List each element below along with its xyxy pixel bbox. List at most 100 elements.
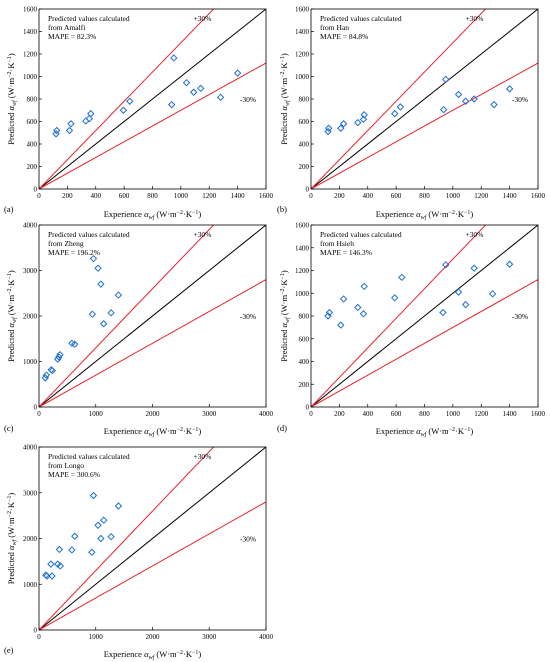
annotation-line: Predicted values calculated [48,230,130,239]
data-point [88,310,97,318]
x-tick-label: 800 [147,192,158,200]
annotation-line: from Amalfi [48,23,85,32]
plus-30-label: +30% [193,14,211,23]
panel-label: (a) [4,204,14,214]
x-tick-label: 1400 [231,192,246,200]
data-point [71,532,79,540]
panel-label: (d) [277,423,287,433]
data-point [119,106,128,114]
minus-30-line [311,279,538,407]
data-point [390,109,399,118]
annotation-line: from Han [320,23,349,32]
data-point [99,320,108,328]
minus-30-line [311,62,538,189]
data-point [488,290,497,298]
y-tick-label: 600 [299,118,310,126]
data-point [454,288,463,296]
data-point [439,105,448,114]
x-tick-label: 1000 [174,192,189,200]
minus-30-line [39,62,266,189]
data-point [56,350,64,359]
x-tick-label: 4000 [259,633,274,641]
minus-30-line [39,279,266,407]
parity-line [311,225,538,407]
data-point [505,85,514,93]
plus-30-line [311,9,487,189]
data-point [337,321,345,329]
data-point [359,310,368,318]
plus-30-label: +30% [193,230,211,239]
y-tick-label: 3000 [23,267,38,275]
data-point [65,126,74,135]
annotation-line: MAPE = 82.3% [48,32,96,41]
annotation-line: MAPE = 196.2% [48,248,100,257]
data-point [359,115,368,123]
panel-label: (c) [4,423,14,433]
y-tick-label: 1400 [23,28,38,36]
data-point [99,516,108,524]
y-tick-label: 400 [27,141,38,149]
data-point [107,532,115,541]
data-point [87,109,95,118]
x-tick-label: 1200 [202,192,217,200]
data-point [88,548,96,556]
plus-30-line [39,447,215,630]
data-point [85,114,94,123]
panel-label: (e) [4,645,14,655]
x-tick-label: 0 [309,410,313,418]
y-axis-label: Predicted αwf (W·m−2·K−1) [6,493,18,585]
data-point [43,572,51,580]
data-point [189,88,198,96]
parity-line [39,225,266,407]
y-tick-label: 1000 [23,73,38,81]
data-point [114,502,123,510]
data-point [339,120,348,128]
x-tick-label: 1200 [474,410,489,418]
minus-30-label: -30% [240,95,256,104]
annotation-line: MAPE = 300.6% [48,470,100,479]
x-tick-label: 1200 [474,192,489,200]
y-tick-label: 400 [299,358,310,366]
y-tick-label: 200 [299,163,310,171]
y-axis-label: Predicted αwf (W·m−2·K−1) [6,53,18,145]
y-tick-label: 2000 [23,313,38,321]
x-tick-label: 2000 [146,633,161,641]
x-tick-label: 1600 [531,192,546,200]
data-point [470,95,478,103]
data-point [390,294,399,302]
annotation-line: from Hsieh [320,239,354,248]
data-point [48,366,57,375]
data-point [197,84,205,93]
plus-30-line [311,225,487,407]
plus-30-label: +30% [193,452,211,461]
data-point [55,545,64,554]
y-tick-label: 1600 [23,6,38,14]
data-point [490,100,498,109]
minus-30-line [39,501,266,630]
annotation-line: Predicted values calculated [48,14,130,23]
data-point [48,572,56,580]
x-tick-label: 4000 [259,410,274,418]
scatter-panel-2: 0 200 400 600 800 1000 1200 1400 1600 0 200 400 600 8… [277,6,546,222]
x-tick-label: 600 [391,192,402,200]
x-tick-label: 0 [37,410,41,418]
data-point [454,90,463,99]
y-tick-label: 0 [34,404,38,412]
data-point [71,340,79,348]
y-axis-label: Predicted αwf (W·m−2·K−1) [279,270,291,362]
data-point [107,309,115,317]
x-axis-label: Experience αwf (W·m−2·K−1) [376,209,474,221]
y-tick-label: 1200 [295,267,310,275]
parity-line [39,9,266,189]
y-tick-label: 3000 [23,489,38,497]
data-point [505,260,514,268]
data-point [126,97,134,105]
data-point [396,103,405,111]
x-tick-label: 600 [119,192,130,200]
annotation-line: MAPE = 84.8% [320,32,368,41]
data-point [216,93,225,102]
data-point [354,303,362,312]
data-point [42,371,51,379]
y-tick-label: 800 [27,96,38,104]
